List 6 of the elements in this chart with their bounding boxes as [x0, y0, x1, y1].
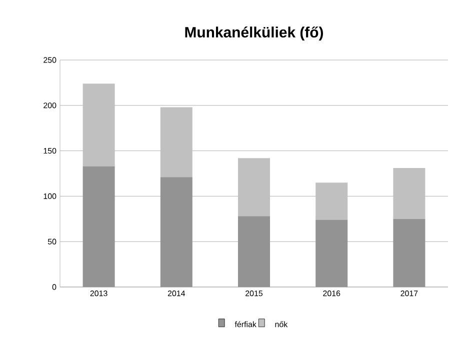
bar [160, 107, 192, 178]
bar [393, 168, 426, 219]
bar [238, 158, 270, 216]
bar [316, 182, 348, 220]
bar [82, 84, 115, 166]
chart-title: Munkanélküliek (fő) [185, 26, 323, 40]
